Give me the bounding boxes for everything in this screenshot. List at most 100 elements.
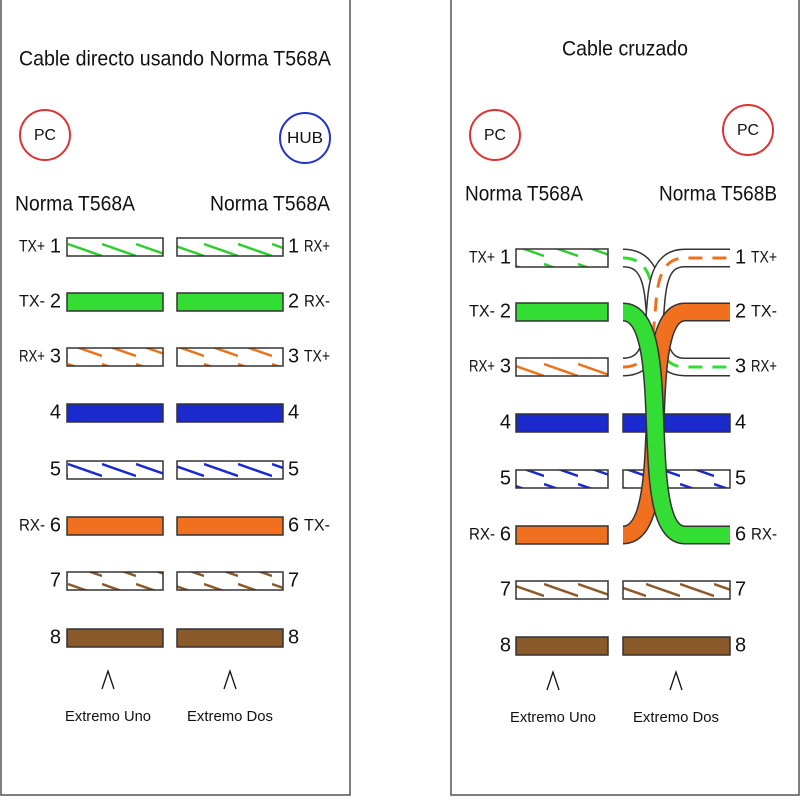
pin-label: TX-: [19, 291, 45, 310]
wire: [515, 248, 609, 268]
pin-label: TX+: [469, 247, 495, 266]
wire: [66, 516, 164, 536]
pin-number: 3: [500, 355, 511, 377]
caret: [223, 668, 237, 690]
wire: [622, 636, 731, 656]
pin-number: 2: [50, 290, 61, 312]
pin-number: 8: [500, 634, 511, 656]
pin-label: TX-: [751, 301, 777, 320]
device-label: PC: [737, 122, 759, 139]
caret: [101, 668, 115, 690]
standard-label: Norma T568A: [15, 193, 135, 216]
pin-number: 6: [288, 514, 299, 536]
device-label: HUB: [287, 130, 323, 147]
pin-number: 8: [735, 634, 746, 656]
wire: [176, 403, 284, 423]
wire: [66, 460, 164, 480]
pin-label: RX-: [304, 291, 330, 310]
pin-label: RX+: [304, 236, 330, 255]
pin-label: RX+: [751, 356, 777, 375]
wire: [66, 347, 164, 367]
pin-number: 1: [288, 235, 299, 257]
panel-border: [0, 0, 351, 796]
pin-number: 6: [50, 514, 61, 536]
wire: [176, 516, 284, 536]
pin-number: 7: [288, 569, 299, 591]
pin-label: TX+: [19, 236, 45, 255]
pin-number: 3: [50, 345, 61, 367]
wire: [176, 571, 284, 591]
pin-label: TX+: [304, 346, 330, 365]
end-label: Extremo Uno: [510, 709, 596, 726]
wire: [515, 413, 609, 433]
pin-label: RX-: [751, 524, 777, 543]
wire: [515, 580, 609, 600]
wire: [66, 403, 164, 423]
pin-number: 4: [50, 401, 61, 423]
wire: [176, 347, 284, 367]
pin-number: 8: [50, 626, 61, 648]
panel-title: Cable cruzado: [562, 38, 688, 61]
pin-label: TX+: [751, 247, 777, 266]
pin-number: 3: [288, 345, 299, 367]
pin-number: 1: [50, 235, 61, 257]
pin-number: 4: [500, 411, 511, 433]
wire: [515, 302, 609, 322]
pin-number: 7: [50, 569, 61, 591]
wire: [176, 237, 284, 257]
pin-label: TX-: [304, 515, 330, 534]
caret: [669, 669, 683, 691]
pin-number: 6: [735, 523, 746, 545]
device-badge: [19, 109, 71, 161]
pin-number: 8: [288, 626, 299, 648]
pin-number: 2: [500, 300, 511, 322]
wire-stripe: [622, 256, 730, 369]
pin-label: RX+: [469, 356, 495, 375]
wire: [622, 580, 731, 600]
wire: [66, 628, 164, 648]
end-label: Extremo Dos: [187, 708, 273, 725]
pin-number: 5: [288, 458, 299, 480]
pin-number: 7: [735, 578, 746, 600]
caret: [546, 669, 560, 691]
wire: [66, 571, 164, 591]
wire: [621, 304, 730, 543]
wire: [176, 628, 284, 648]
pin-number: 2: [735, 300, 746, 322]
pin-number: 1: [735, 246, 746, 268]
pin-label: TX-: [469, 301, 495, 320]
pin-number: 4: [735, 411, 746, 433]
end-label: Extremo Dos: [633, 709, 719, 726]
pin-label: RX-: [19, 515, 45, 534]
device-badge: [279, 112, 331, 164]
pin-number: 1: [500, 246, 511, 268]
wire: [66, 237, 164, 257]
pin-number: 2: [288, 290, 299, 312]
pin-number: 6: [500, 523, 511, 545]
wire: [66, 292, 164, 312]
wire: [176, 292, 284, 312]
wire: [622, 413, 731, 433]
pin-number: 5: [500, 467, 511, 489]
standard-label: Norma T568B: [659, 183, 777, 206]
panel-title: Cable directo usando Norma T568A: [19, 48, 331, 71]
pin-label: RX+: [19, 346, 45, 365]
wire: [176, 460, 284, 480]
pin-number: 3: [735, 355, 746, 377]
pin-number: 4: [288, 401, 299, 423]
panel-border: [450, 0, 800, 796]
end-label: Extremo Uno: [65, 708, 151, 725]
device-label: PC: [484, 127, 506, 144]
pin-number: 7: [500, 578, 511, 600]
pin-label: RX-: [469, 524, 495, 543]
wire: [515, 469, 609, 489]
wire: [515, 357, 609, 377]
device-label: PC: [34, 127, 56, 144]
wire: [622, 469, 731, 489]
standard-label: Norma T568A: [210, 193, 330, 216]
pin-number: 5: [735, 467, 746, 489]
wire: [515, 636, 609, 656]
wire: [515, 525, 609, 545]
pin-number: 5: [50, 458, 61, 480]
